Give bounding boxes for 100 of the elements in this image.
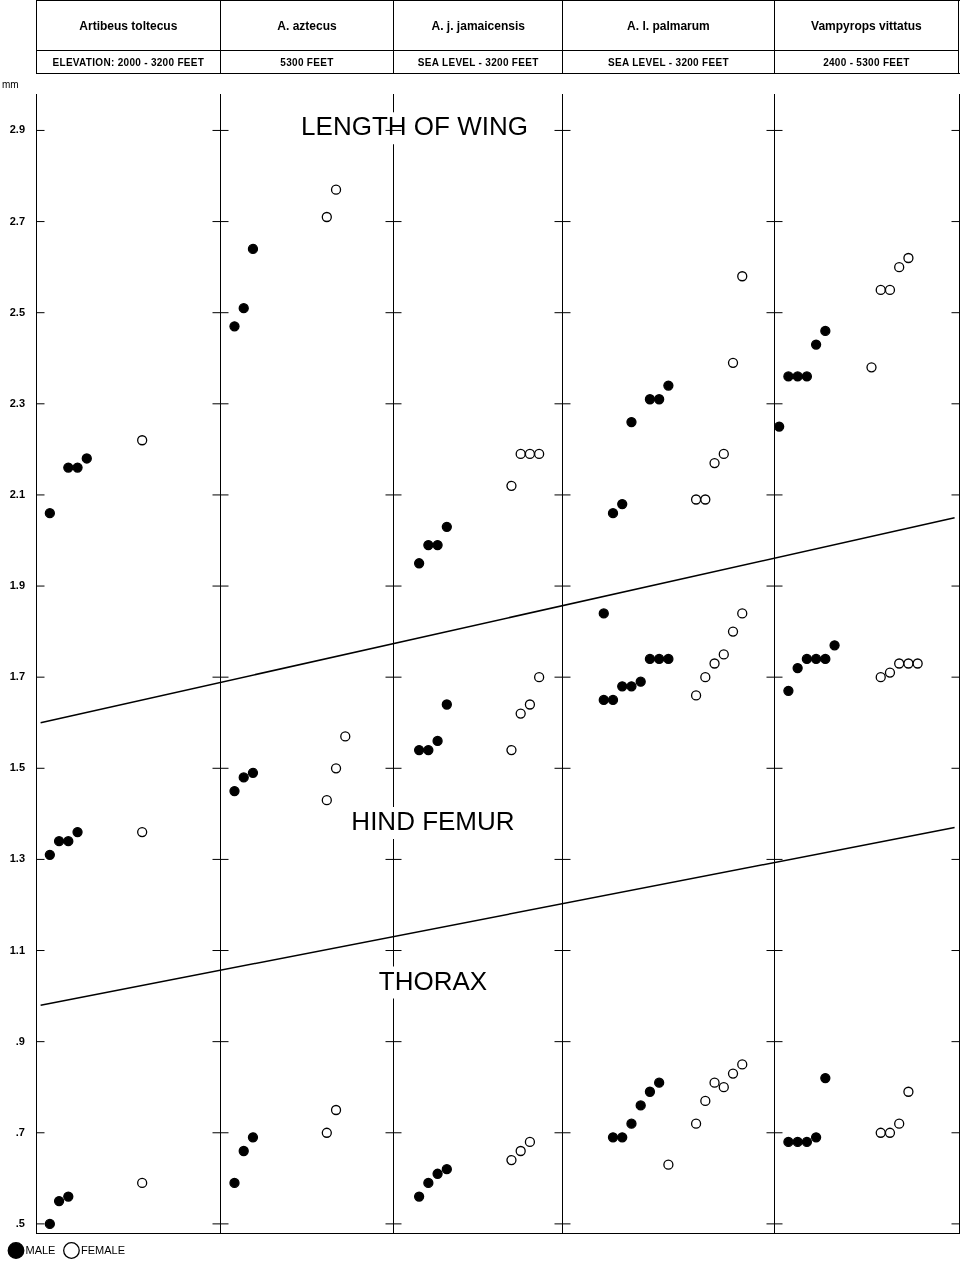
point	[598, 608, 609, 619]
text: SEA LEVEL - 3200 FEET	[608, 56, 729, 68]
point	[515, 1145, 526, 1157]
point	[413, 1191, 425, 1202]
point	[654, 394, 665, 405]
point	[247, 243, 259, 255]
text: ELEVATION: 2000 - 3200 FEET	[52, 56, 205, 68]
point	[644, 653, 656, 665]
point	[321, 795, 332, 806]
point	[229, 1177, 240, 1189]
point	[626, 416, 637, 428]
y-tick-label: 1.1	[9, 943, 25, 956]
point	[727, 626, 739, 637]
point	[792, 1136, 803, 1148]
point	[506, 1154, 517, 1166]
point	[718, 448, 729, 460]
point	[330, 1104, 342, 1116]
point	[607, 694, 619, 706]
point	[63, 1191, 74, 1202]
point	[321, 1127, 332, 1138]
y-tick-label: 2.7	[9, 214, 25, 227]
point	[635, 1100, 646, 1111]
point	[875, 1127, 886, 1138]
point	[515, 708, 526, 719]
point	[441, 521, 452, 532]
point	[238, 1145, 249, 1157]
text: Vampyrops vittatus	[811, 18, 922, 33]
point	[737, 1059, 748, 1070]
point	[524, 1136, 536, 1148]
point	[792, 662, 803, 674]
point	[654, 1077, 665, 1088]
y-tick-label: 1.9	[9, 579, 25, 592]
point	[801, 371, 813, 382]
point	[663, 380, 674, 391]
legend-label: MALE	[25, 1243, 56, 1256]
point	[598, 694, 609, 706]
point	[903, 252, 914, 264]
point	[413, 558, 425, 569]
y-axis-title: mm	[2, 78, 19, 90]
annotation: LENGTH OF WING	[301, 111, 528, 142]
point	[709, 457, 720, 469]
point	[53, 836, 65, 847]
point	[238, 772, 249, 783]
text: 2400 - 5300 FEET	[823, 56, 910, 68]
point	[709, 658, 720, 669]
point	[607, 508, 619, 519]
point	[53, 1195, 65, 1207]
point	[229, 321, 240, 332]
point	[810, 653, 822, 665]
point	[894, 261, 905, 273]
y-tick-label: .9	[15, 1034, 25, 1047]
point	[783, 371, 794, 382]
point	[737, 608, 748, 619]
point	[72, 462, 83, 473]
text: 5300 FEET	[280, 56, 334, 68]
point	[718, 1082, 729, 1093]
point	[340, 731, 351, 742]
point	[829, 640, 840, 651]
point	[727, 1068, 739, 1079]
point	[810, 339, 822, 350]
point	[441, 1164, 452, 1175]
point	[663, 1159, 674, 1170]
point	[506, 480, 517, 491]
point	[413, 744, 425, 756]
point	[884, 1127, 896, 1138]
point	[626, 681, 637, 692]
point	[690, 494, 702, 505]
point	[903, 1086, 914, 1097]
point	[635, 676, 646, 687]
point	[690, 690, 702, 701]
point	[63, 836, 74, 847]
point	[801, 1136, 813, 1148]
point	[801, 653, 813, 665]
y-tick-label: 1.3	[9, 852, 25, 865]
point	[709, 1077, 720, 1088]
point	[515, 448, 526, 460]
point	[875, 672, 886, 683]
point	[810, 1132, 822, 1143]
y-tick-label: 2.5	[9, 305, 25, 318]
point	[737, 271, 748, 282]
y-tick-label: 2.3	[9, 396, 25, 409]
point	[700, 494, 711, 505]
point	[718, 649, 729, 660]
point	[247, 1132, 259, 1143]
point	[626, 1118, 637, 1129]
point	[644, 1086, 656, 1097]
point	[617, 681, 628, 692]
point	[820, 653, 831, 665]
point	[912, 658, 923, 669]
point	[727, 357, 739, 368]
point	[617, 498, 628, 510]
point	[875, 284, 886, 296]
point	[820, 325, 831, 337]
point	[607, 1132, 619, 1143]
point	[137, 826, 148, 838]
point	[321, 211, 332, 223]
point	[330, 184, 342, 195]
point	[524, 699, 536, 710]
y-tick-label: .5	[15, 1216, 25, 1229]
point	[432, 539, 443, 551]
